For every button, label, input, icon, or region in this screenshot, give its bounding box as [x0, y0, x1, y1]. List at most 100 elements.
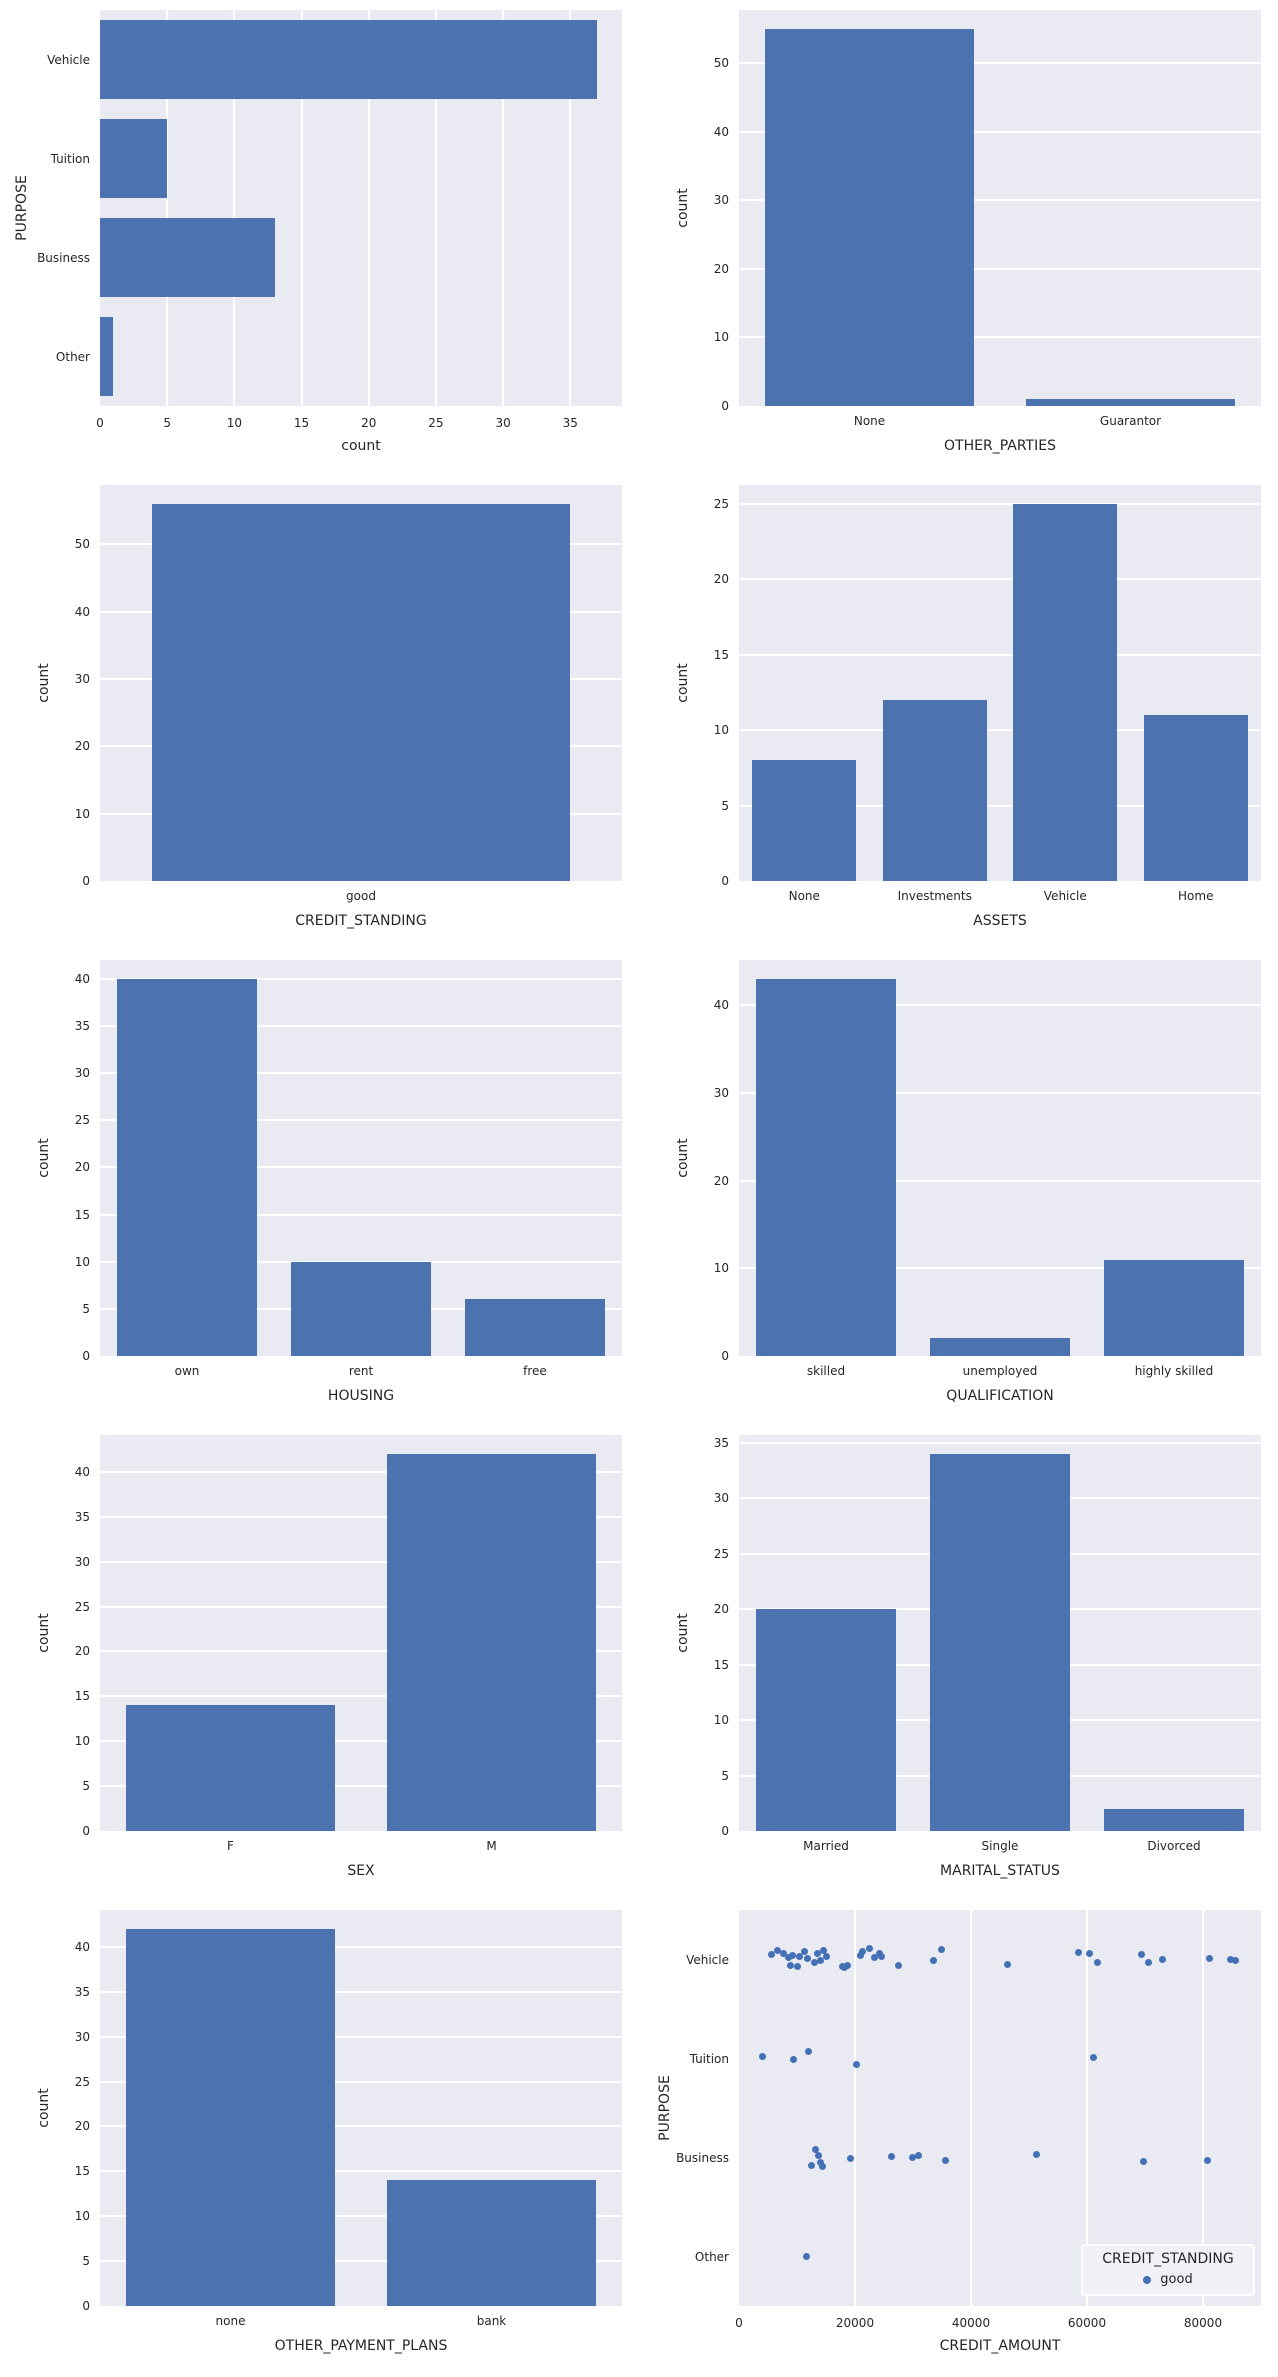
x-axis-label: CREDIT_AMOUNT: [939, 2338, 1061, 2354]
y-tick-label: 0: [721, 1824, 729, 1838]
data-point: [887, 2153, 895, 2160]
chart-other-parties-count: 0 10 20 30 40 50 None Guarantor OTHER_PARTIES cou…: [639, 0, 1278, 475]
gridline: [739, 729, 1261, 732]
x-category-label: rent: [348, 1364, 374, 1378]
gridline: [100, 2170, 622, 2173]
x-category-label: Guarantor: [1099, 414, 1162, 428]
data-point: [796, 1953, 804, 1960]
gridline: [739, 1179, 1261, 1182]
bar-Vehicle: [1013, 503, 1118, 881]
y-axis-label: count: [36, 1613, 52, 1653]
y-tick-label: 35: [713, 1435, 729, 1450]
data-point: [929, 1957, 937, 1964]
data-point: [856, 1952, 864, 1959]
bar-highly skilled: [1104, 1259, 1244, 1356]
y-tick-label: 10: [713, 330, 729, 345]
y-tick-label: 20: [713, 261, 729, 276]
data-point: [852, 2061, 860, 2068]
y-tick-label: 20: [74, 1644, 90, 1659]
data-point: [942, 2157, 950, 2164]
x-tick-label: 20000: [835, 2316, 875, 2330]
data-point: [843, 1962, 851, 1969]
x-category-label: own: [174, 1364, 200, 1378]
gridline: [100, 2035, 622, 2038]
y-tick-label: 15: [713, 647, 729, 662]
data-point: [878, 1953, 886, 1960]
gridline: [100, 1515, 622, 1518]
y-tick-label: 40: [74, 1464, 90, 1479]
gridline: [739, 578, 1261, 581]
data-point: [1158, 1956, 1166, 1963]
data-point: [1144, 1959, 1152, 1966]
y-category-label: Business: [37, 250, 90, 265]
chart-purpose-count: 0 5 10 15 20 25 30 35 Vehicle Tuition Business Othe…: [0, 0, 639, 475]
y-tick-label: 35: [74, 1509, 90, 1524]
gridline: [100, 1605, 622, 1608]
y-tick-label: 25: [713, 1546, 729, 1561]
data-point: [909, 2154, 917, 2161]
data-point: [1204, 2157, 1212, 2164]
y-axis-label: count: [675, 1138, 691, 1178]
gridline: [100, 1166, 622, 1169]
chart-credit-amount-purpose-strip: 0 20000 40000 60000 80000 Vehicle Tuition Busin…: [639, 1900, 1278, 2375]
y-tick-label: 5: [82, 1779, 90, 1794]
y-category-label: Business: [676, 2150, 729, 2165]
chart-other-payment-plans-count: 0 5 10 15 20 25 30 35 40 none bank OTHER_PAYMENT_PL…: [0, 1900, 639, 2375]
x-tick-label: 0: [735, 2316, 743, 2330]
data-point: [817, 2159, 825, 2166]
bar-Investments: [882, 699, 987, 881]
x-tick-label: 40000: [951, 2316, 991, 2330]
gridline: [1202, 1910, 1204, 2306]
data-point: [794, 1963, 802, 1970]
data-point: [779, 1950, 787, 1957]
y-category-label: Vehicle: [686, 1952, 729, 1967]
gridline: [739, 804, 1261, 807]
data-point: [823, 1953, 831, 1960]
y-tick-label: 0: [721, 399, 729, 413]
x-category-label: skilled: [806, 1364, 846, 1378]
bar-F: [126, 1705, 335, 1831]
data-point: [865, 1945, 873, 1952]
data-point: [1085, 1950, 1093, 1957]
y-tick-label: 15: [74, 1689, 90, 1704]
y-tick-label: 40: [74, 971, 90, 986]
gridline: [100, 2260, 622, 2263]
data-point: [1004, 1961, 1012, 1968]
x-axis-label: OTHER_PAYMENT_PLANS: [274, 2338, 448, 2354]
bar-Tuition: [100, 118, 168, 199]
y-tick-label: 15: [74, 2164, 90, 2179]
y-category-label: Tuition: [50, 151, 90, 166]
data-point: [1206, 1955, 1214, 1962]
y-tick-label: 10: [74, 1254, 90, 1269]
data-point: [1231, 1957, 1239, 1964]
gridline: [100, 1072, 622, 1075]
legend-item: good: [1093, 2272, 1243, 2287]
y-tick-label: 20: [713, 572, 729, 587]
y-tick-label: 35: [74, 1019, 90, 1033]
legend-marker-dot: [1143, 2275, 1152, 2284]
gridline: [739, 130, 1261, 133]
y-axis-label: count: [36, 2088, 52, 2128]
data-point: [859, 1948, 867, 1955]
x-category-label: F: [227, 1839, 234, 1853]
y-tick-label: 0: [82, 1349, 90, 1363]
gridline: [739, 1441, 1261, 1444]
bar-free: [465, 1299, 605, 1356]
x-category-label: bank: [476, 2314, 507, 2328]
y-tick-label: 0: [721, 1349, 729, 1363]
x-axis-label: count: [341, 438, 381, 454]
gridline: [100, 1650, 622, 1653]
bar-None: [765, 28, 974, 406]
y-tick-label: 40: [74, 1939, 90, 1954]
data-point: [812, 2146, 820, 2153]
y-tick-label: 10: [713, 723, 729, 738]
gridline: [100, 1560, 622, 1563]
gridline: [739, 199, 1261, 202]
x-tick-label: 25: [428, 416, 444, 430]
gridline: [100, 2215, 622, 2218]
bar-Single: [930, 1453, 1070, 1831]
data-point: [803, 2253, 811, 2260]
y-tick-label: 40: [713, 998, 729, 1013]
y-category-label: Tuition: [689, 2051, 729, 2066]
x-tick-label: 0: [96, 416, 104, 430]
